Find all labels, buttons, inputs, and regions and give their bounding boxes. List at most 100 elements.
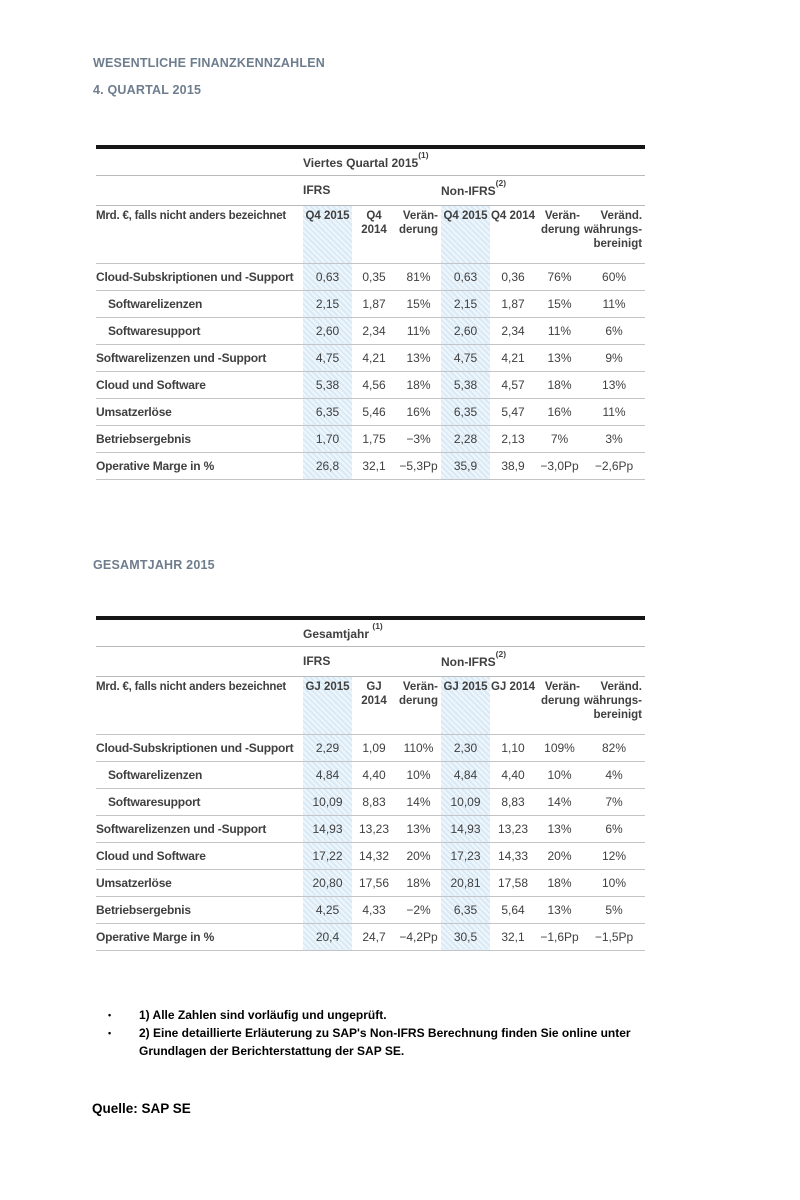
row-label: Softwarelizenzen und -Support [96,344,303,372]
cell-value: 20% [396,842,441,870]
cell-value: 2,13 [490,425,536,453]
row-label: Softwaresupport [96,317,303,345]
table-row: Umsatzerlöse 20,80 17,56 18% 20,81 17,58 18% 10… [96,869,646,897]
column-header: Verän- derung [536,205,583,264]
cell-value: 11% [583,290,646,318]
cell-value: 4,84 [303,761,352,789]
cell-value: −3% [396,425,441,453]
cell-value: 2,60 [303,317,352,345]
column-header: Veränd. währungs- bereinigt [583,676,646,735]
section-title-q4: 4. QUARTAL 2015 [93,83,202,97]
cell-value: 1,75 [352,425,396,453]
cell-value: 5,47 [490,398,536,426]
cell-value: 16% [536,398,583,426]
cell-value: 0,63 [303,263,352,291]
cell-value: 2,34 [490,317,536,345]
ifrs-label: IFRS [303,175,441,206]
table-row: Cloud und Software 5,38 4,56 18% 5,38 4,57 18%… [96,371,646,399]
cell-value: 11% [583,398,646,426]
cell-value: 8,83 [490,788,536,816]
unit-label: Mrd. €, falls nicht anders bezeichnet [96,205,303,264]
cell-value: 13% [396,344,441,372]
page-title: WESENTLICHE FINANZKENNZAHLEN [93,56,325,70]
row-label: Operative Marge in % [96,452,303,480]
table-row: Cloud-Subskriptionen und -Support 2,29 1,0… [96,734,646,762]
column-header: GJ 2015 [303,676,352,735]
cell-value: 1,10 [490,734,536,762]
cell-value: −3,0Pp [536,452,583,480]
cell-value: 1,87 [352,290,396,318]
column-header-row: Mrd. €, falls nicht anders bezeichnet Q4… [96,205,646,264]
cell-value: 14% [396,788,441,816]
cell-value: 4% [583,761,646,789]
empty-cell [96,646,303,677]
cell-value: 4,25 [303,896,352,924]
cell-value: 17,56 [352,869,396,897]
cell-value: 13,23 [490,815,536,843]
table-row: Softwarelizenzen 4,84 4,40 10% 4,84 4,40 10% 4% [96,761,646,789]
cell-value: 30,5 [441,923,490,951]
cell-value: 0,35 [352,263,396,291]
cell-value: 20,81 [441,869,490,897]
cell-value: 2,29 [303,734,352,762]
cell-value: 13% [583,371,646,399]
cell-value: 10,09 [441,788,490,816]
cell-value: 0,36 [490,263,536,291]
table-row: Umsatzerlöse 6,35 5,46 16% 6,35 5,47 16% 11% [96,398,646,426]
cell-value: 7% [583,788,646,816]
cell-value: 4,33 [352,896,396,924]
ifrs-label: IFRS [303,646,441,677]
cell-value: 14,93 [303,815,352,843]
cell-value: 14,93 [441,815,490,843]
cell-value: 15% [536,290,583,318]
cell-value: 8,83 [352,788,396,816]
cell-value: 38,9 [490,452,536,480]
cell-value: 0,63 [441,263,490,291]
unit-label: Mrd. €, falls nicht anders bezeichnet [96,676,303,735]
footnote-ref-2: (2) [495,649,507,659]
row-label: Cloud-Subskriptionen und -Support [96,734,303,762]
row-label: Softwarelizenzen und -Support [96,815,303,843]
row-label: Cloud und Software [96,842,303,870]
column-header: Verän- derung [536,676,583,735]
cell-value: 17,22 [303,842,352,870]
period-header-row: Viertes Quartal 2015(1) [96,147,646,176]
footnote-text: 1) Alle Zahlen sind vorläufig und ungepr… [139,1008,387,1022]
cell-value: 2,34 [352,317,396,345]
cell-value: 10% [583,869,646,897]
column-header: Veränd. währungs- bereinigt [583,205,646,264]
cell-value: 18% [396,371,441,399]
table-row: Operative Marge in % 20,4 24,7 −4,2Pp 30,5 32… [96,923,646,951]
cell-value: 17,58 [490,869,536,897]
period-label: Viertes Quartal 2015(1) [96,147,646,176]
cell-value: 10% [396,761,441,789]
cell-value: 32,1 [490,923,536,951]
cell-value: 5% [583,896,646,924]
cell-value: 13% [536,896,583,924]
table-row: Softwarelizenzen und -Support 14,93 13,23 1… [96,815,646,843]
empty-cell [96,175,303,206]
cell-value: 2,60 [441,317,490,345]
row-label: Softwarelizenzen [96,290,303,318]
row-label: Betriebsergebnis [96,896,303,924]
cell-value: 60% [583,263,646,291]
footnote-ref-1: (1) [372,620,383,631]
footnotes-block: • 1) Alle Zahlen sind vorläufig und unge… [108,1006,668,1060]
row-label: Cloud und Software [96,371,303,399]
cell-value: 16% [396,398,441,426]
column-header-row: Mrd. €, falls nicht anders bezeichnet GJ… [96,676,646,735]
cell-value: 15% [396,290,441,318]
column-header: Q4 2015 [303,205,352,264]
cell-value: 11% [396,317,441,345]
cell-value: 1,70 [303,425,352,453]
cell-value: 10% [536,761,583,789]
cell-value: 4,40 [490,761,536,789]
bullet-icon: • [108,1010,112,1020]
section-title-fullyear: GESAMTJAHR 2015 [93,558,215,572]
period-header-row: Gesamtjahr (1) [96,618,646,647]
table-row: Softwaresupport 2,60 2,34 11% 2,60 2,34 11% 6% [96,317,646,345]
cell-value: 1,87 [490,290,536,318]
cell-value: 26,8 [303,452,352,480]
cell-value: 3% [583,425,646,453]
column-header: GJ 2014 [490,676,536,735]
